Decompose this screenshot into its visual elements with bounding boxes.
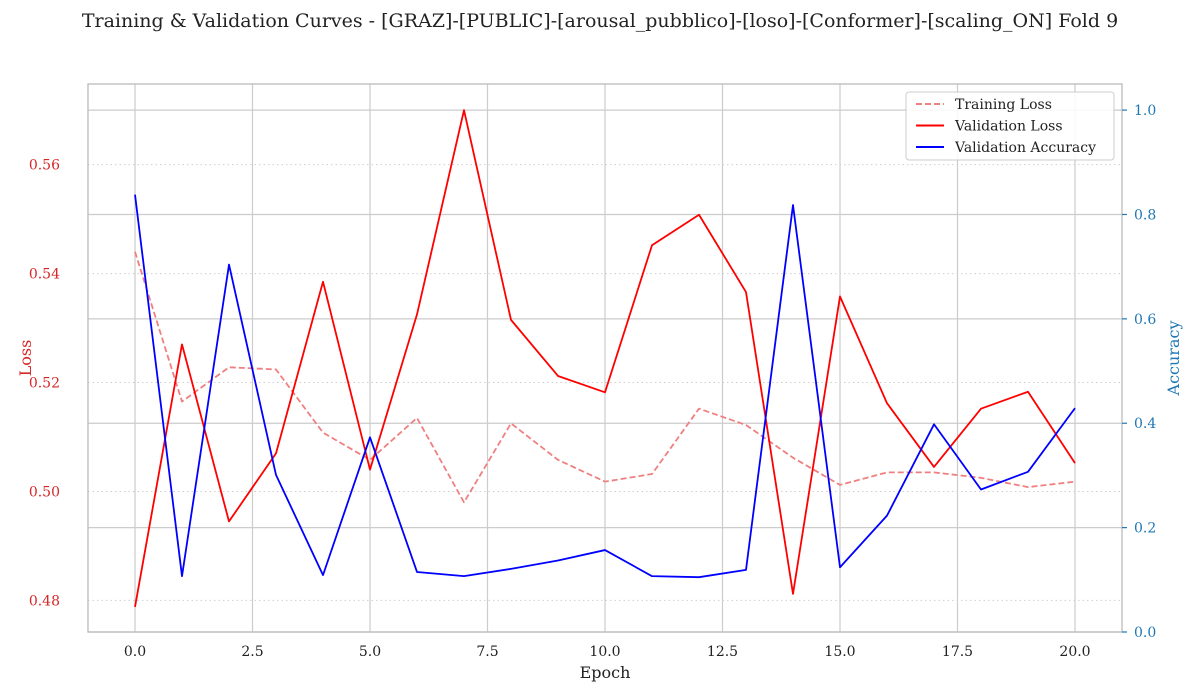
y-right-tick-label: 0.8 [1134,207,1156,223]
x-tick-label: 10.0 [589,644,620,660]
y-right-tick-label: 0.4 [1134,416,1156,432]
axis-ticks: 0.0 2.5 5.0 7.5 10.0 12.5 15.0 17.5 20.0 0.48 0.50… [29,103,1157,660]
chart-title: Training & Validation Curves - [GRAZ]-[P… [81,10,1119,32]
y-left-tick-label: 0.56 [29,158,60,174]
x-tick-label: 7.5 [476,644,498,660]
y-axis-left-label: Loss [16,340,35,377]
series-line-validation-loss [134,109,1076,608]
legend: Training Loss Validation Loss Validation A… [905,91,1115,161]
series-line-training-loss [134,251,1076,504]
legend-label: Validation Accuracy [954,140,1096,156]
series-lines [134,109,1076,608]
y-left-tick-label: 0.48 [29,593,60,609]
x-tick-label: 2.5 [241,644,263,660]
series-line-validation-accuracy [134,194,1076,579]
legend-box [905,91,1115,161]
plot-border [87,83,1123,633]
x-tick-label: 12.5 [707,644,738,660]
y-left-tick-label: 0.50 [29,484,60,500]
x-axis-label: Epoch [580,663,631,682]
y-left-tick-label: 0.54 [29,267,60,283]
plot-frame [87,83,1123,633]
x-tick-label: 17.5 [942,644,973,660]
x-tick-label: 20.0 [1059,644,1090,660]
y-right-tick-label: 0.2 [1134,521,1156,537]
y-right-tick-label: 0.6 [1134,312,1156,328]
x-tick-label: 0.0 [124,644,146,660]
x-tick-label: 15.0 [824,644,855,660]
y-right-tick-label: 0.0 [1134,625,1156,641]
y-right-tick-label: 1.0 [1134,103,1156,119]
legend-label: Validation Loss [954,119,1063,135]
y-axis-right-label: Accuracy [1164,321,1183,397]
legend-label: Training Loss [955,97,1052,113]
y-left-tick-label: 0.52 [29,376,60,392]
x-tick-label: 5.0 [359,644,381,660]
